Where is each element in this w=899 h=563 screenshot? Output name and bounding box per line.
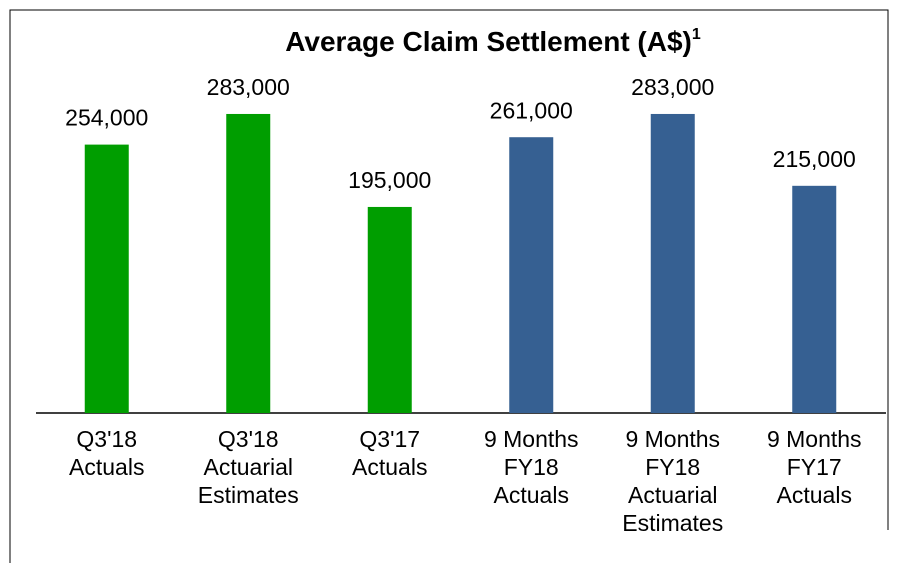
bar [84, 144, 129, 413]
x-tick-label: Actuals [777, 482, 852, 508]
bar [792, 185, 837, 413]
x-tick-label: Q3'17 [359, 426, 420, 452]
x-tick-label: Actuarial [204, 454, 293, 480]
x-tick-label: Actuals [69, 454, 144, 480]
value-label: 283,000 [207, 74, 290, 100]
value-label: 254,000 [65, 105, 148, 131]
title-text: Average Claim Settlement (A$) [285, 26, 692, 57]
x-tick-label: FY17 [787, 454, 842, 480]
x-tick-label: FY18 [504, 454, 559, 480]
x-tick-label: Actuals [494, 482, 569, 508]
x-tick-label: 9 Months [767, 426, 862, 452]
x-tick-label: Q3'18 [218, 426, 279, 452]
bar [226, 113, 271, 414]
value-label: 283,000 [631, 74, 714, 100]
x-tick-label: Actuals [352, 454, 427, 480]
x-tick-label: FY18 [645, 454, 700, 480]
value-label: 261,000 [490, 97, 573, 123]
chart-title: Average Claim Settlement (A$)1 [285, 26, 701, 57]
x-tick-label: 9 Months [625, 426, 720, 452]
bar [650, 113, 695, 414]
x-tick-label: Q3'18 [76, 426, 137, 452]
value-label: 195,000 [348, 167, 431, 193]
x-tick-label: 9 Months [484, 426, 579, 452]
bar [367, 206, 412, 413]
x-tick-label: Actuarial [628, 482, 717, 508]
title-superscript: 1 [692, 26, 701, 43]
bar [509, 137, 554, 413]
x-tick-label: Estimates [198, 482, 299, 508]
value-label: 215,000 [773, 146, 856, 172]
frame [9, 9, 889, 563]
x-tick-label: Estimates [622, 510, 723, 536]
